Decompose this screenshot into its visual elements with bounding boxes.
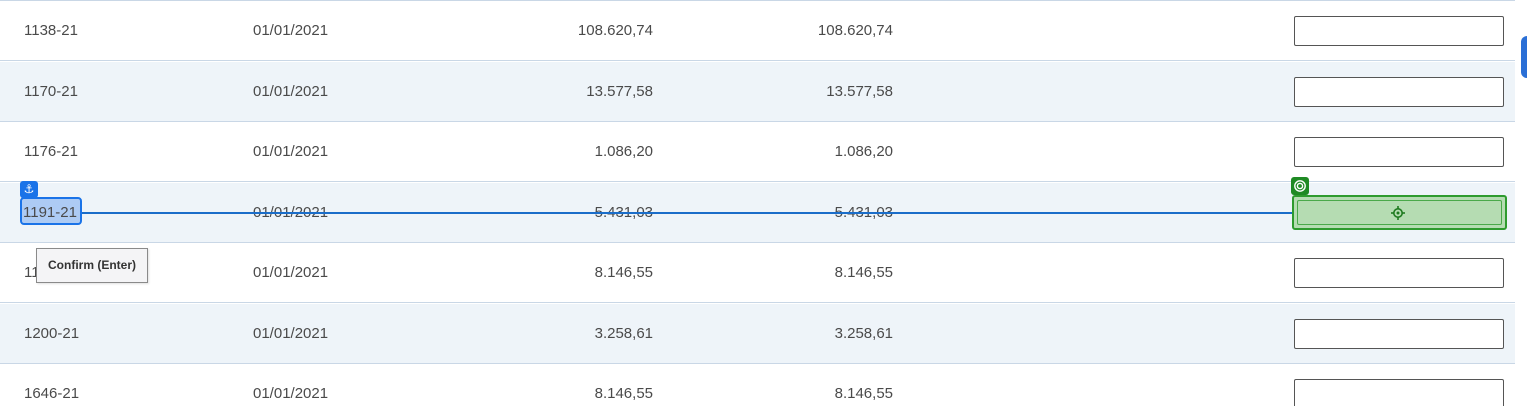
row-value-input[interactable] (1294, 77, 1504, 107)
table-row: 1176-21 01/01/2021 1.086,20 1.086,20 (0, 122, 1515, 182)
row-balance: 8.146,55 (834, 264, 893, 281)
row-amount: 108.620,74 (577, 22, 653, 39)
row-amount: 13.577,58 (586, 83, 653, 100)
row-id: 1170-21 (24, 83, 78, 100)
row-value-input[interactable] (1294, 319, 1504, 349)
table-top-border (0, 0, 1515, 1)
row-date: 01/01/2021 (253, 385, 329, 402)
row-amount: 1.086,20 (594, 143, 653, 160)
row-amount: 8.146,55 (594, 264, 653, 281)
row-value-input[interactable] (1294, 16, 1504, 46)
confirm-tooltip: Confirm (Enter) (36, 248, 148, 283)
row-amount: 3.258,61 (594, 325, 653, 342)
row-id: 1200-21 (24, 325, 80, 342)
anchor-icon: ⚓ (20, 181, 38, 198)
row-id: 1138-21 (24, 22, 78, 39)
row-balance: 108.620,74 (817, 22, 893, 39)
crosshair-icon (1391, 206, 1405, 220)
target-icon (1291, 177, 1309, 195)
row-date: 01/01/2021 (253, 325, 329, 342)
row-value-input[interactable] (1294, 379, 1504, 406)
row-date: 01/01/2021 (253, 143, 329, 160)
side-scroll-handle[interactable] (1521, 36, 1527, 78)
row-balance: 1.086,20 (834, 143, 893, 160)
row-date: 01/01/2021 (253, 83, 329, 100)
row-id: 11 (24, 264, 40, 281)
row-id: 1646-21 (24, 385, 80, 402)
row-balance: 8.146,55 (834, 385, 893, 402)
table-row: 1200-21 01/01/2021 3.258,61 3.258,61 (0, 304, 1515, 364)
drop-target-input[interactable] (1292, 195, 1507, 230)
row-value-input[interactable] (1294, 258, 1504, 288)
drag-connector-line (82, 212, 1293, 214)
row-balance: 3.258,61 (834, 325, 893, 342)
table-row: 1170-21 01/01/2021 13.577,58 13.577,58 (0, 62, 1515, 122)
row-balance: 13.577,58 (826, 83, 893, 100)
table-row: 1138-21 01/01/2021 108.620,74 108.620,74 (0, 1, 1515, 61)
row-id[interactable]: 1191-21 (23, 204, 77, 221)
row-amount: 8.146,55 (594, 385, 653, 402)
row-value-input[interactable] (1294, 137, 1504, 167)
row-id: 1176-21 (24, 143, 78, 160)
drop-target-inner-border (1297, 200, 1502, 225)
drag-source-highlight[interactable] (20, 197, 82, 225)
table-row: 11 01/01/2021 8.146,55 8.146,55 (0, 243, 1515, 303)
row-date: 01/01/2021 (253, 264, 329, 281)
row-date: 01/01/2021 (253, 22, 329, 39)
table-row: 1646-21 01/01/2021 8.146,55 8.146,55 (0, 364, 1515, 406)
